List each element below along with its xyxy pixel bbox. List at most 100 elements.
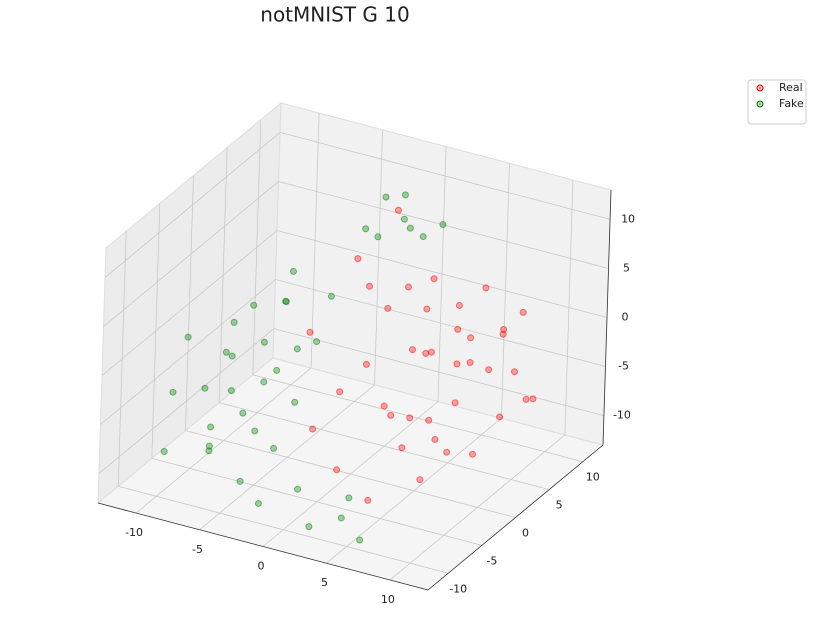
point [251,427,259,435]
grid-line [278,181,609,269]
grid-line [100,279,276,425]
point [184,333,192,341]
point [467,334,475,342]
point [336,388,344,396]
point [500,326,508,334]
axis-line [602,189,612,446]
point [250,301,258,309]
y-tick-label: 0 [522,527,529,540]
point [228,352,236,360]
point [201,384,209,392]
grid-line [219,402,550,491]
point [384,304,392,312]
point [401,191,409,199]
point [398,444,406,452]
point [510,368,518,376]
z-tick-label: 0 [622,311,629,324]
grid-line [103,181,279,327]
point [382,193,390,201]
point [354,255,362,263]
point [207,423,215,431]
legend: Real Fake [747,79,807,125]
point [239,409,247,417]
y-tick-label: 5 [556,499,563,512]
legend-label: Real [779,81,803,94]
point [160,448,168,455]
point [430,275,438,283]
z-tick-label: -10 [613,409,631,422]
legend-marker [756,84,764,92]
x-tick-label: -10 [125,526,143,539]
point [230,318,238,326]
point [469,450,477,458]
point [260,378,268,386]
point [169,388,177,396]
point [482,284,490,292]
grid-line [104,132,281,278]
point [374,233,382,241]
point [282,297,290,305]
grid-line [185,430,516,518]
point [294,485,302,493]
point [305,523,313,531]
y-tick-label: 10 [586,471,600,484]
point [419,233,427,241]
point [333,466,341,474]
point [293,345,301,353]
grid-line [276,230,608,318]
point [222,348,230,356]
axis-line [427,444,604,591]
point [270,444,278,452]
point [205,447,213,455]
grid-line [101,230,278,376]
chart-title: notMNIST G 10 [260,3,409,27]
point [394,206,402,214]
point [306,328,314,336]
grid-line [279,132,611,220]
point [455,301,463,309]
grid-line [118,485,449,574]
legend-marker [756,100,764,108]
point [443,448,451,456]
point [408,346,416,354]
point [380,402,388,410]
point [422,349,430,357]
x-tick-label: 5 [321,576,328,589]
point [425,416,433,424]
point [453,360,461,368]
grid-line [252,374,583,463]
point [406,224,414,232]
point [260,338,268,346]
grid-line [98,328,275,474]
x-tick-label: 0 [258,560,265,573]
x-tick-label: 10 [381,593,395,606]
point [439,221,447,229]
point [309,425,317,433]
point [362,225,370,233]
x-tick-label: -5 [192,543,203,556]
point [406,414,414,422]
point [227,387,235,395]
point [529,395,537,403]
point [356,536,364,544]
point [313,338,321,346]
point [362,360,370,368]
point [485,366,493,374]
grid-line [151,457,482,546]
point [466,359,474,367]
grid-line [275,279,606,367]
point [254,499,262,507]
point [387,411,395,419]
y-tick-label: -10 [449,582,467,595]
point [496,413,504,421]
point [364,496,372,504]
point [290,267,297,275]
z-tick-label: -5 [618,360,629,373]
grid-line [273,328,605,416]
legend-label: Fake [779,97,804,110]
point [423,305,431,313]
legend-box [747,79,807,125]
axis-line [97,502,429,591]
z-tick-label: 5 [623,261,630,274]
